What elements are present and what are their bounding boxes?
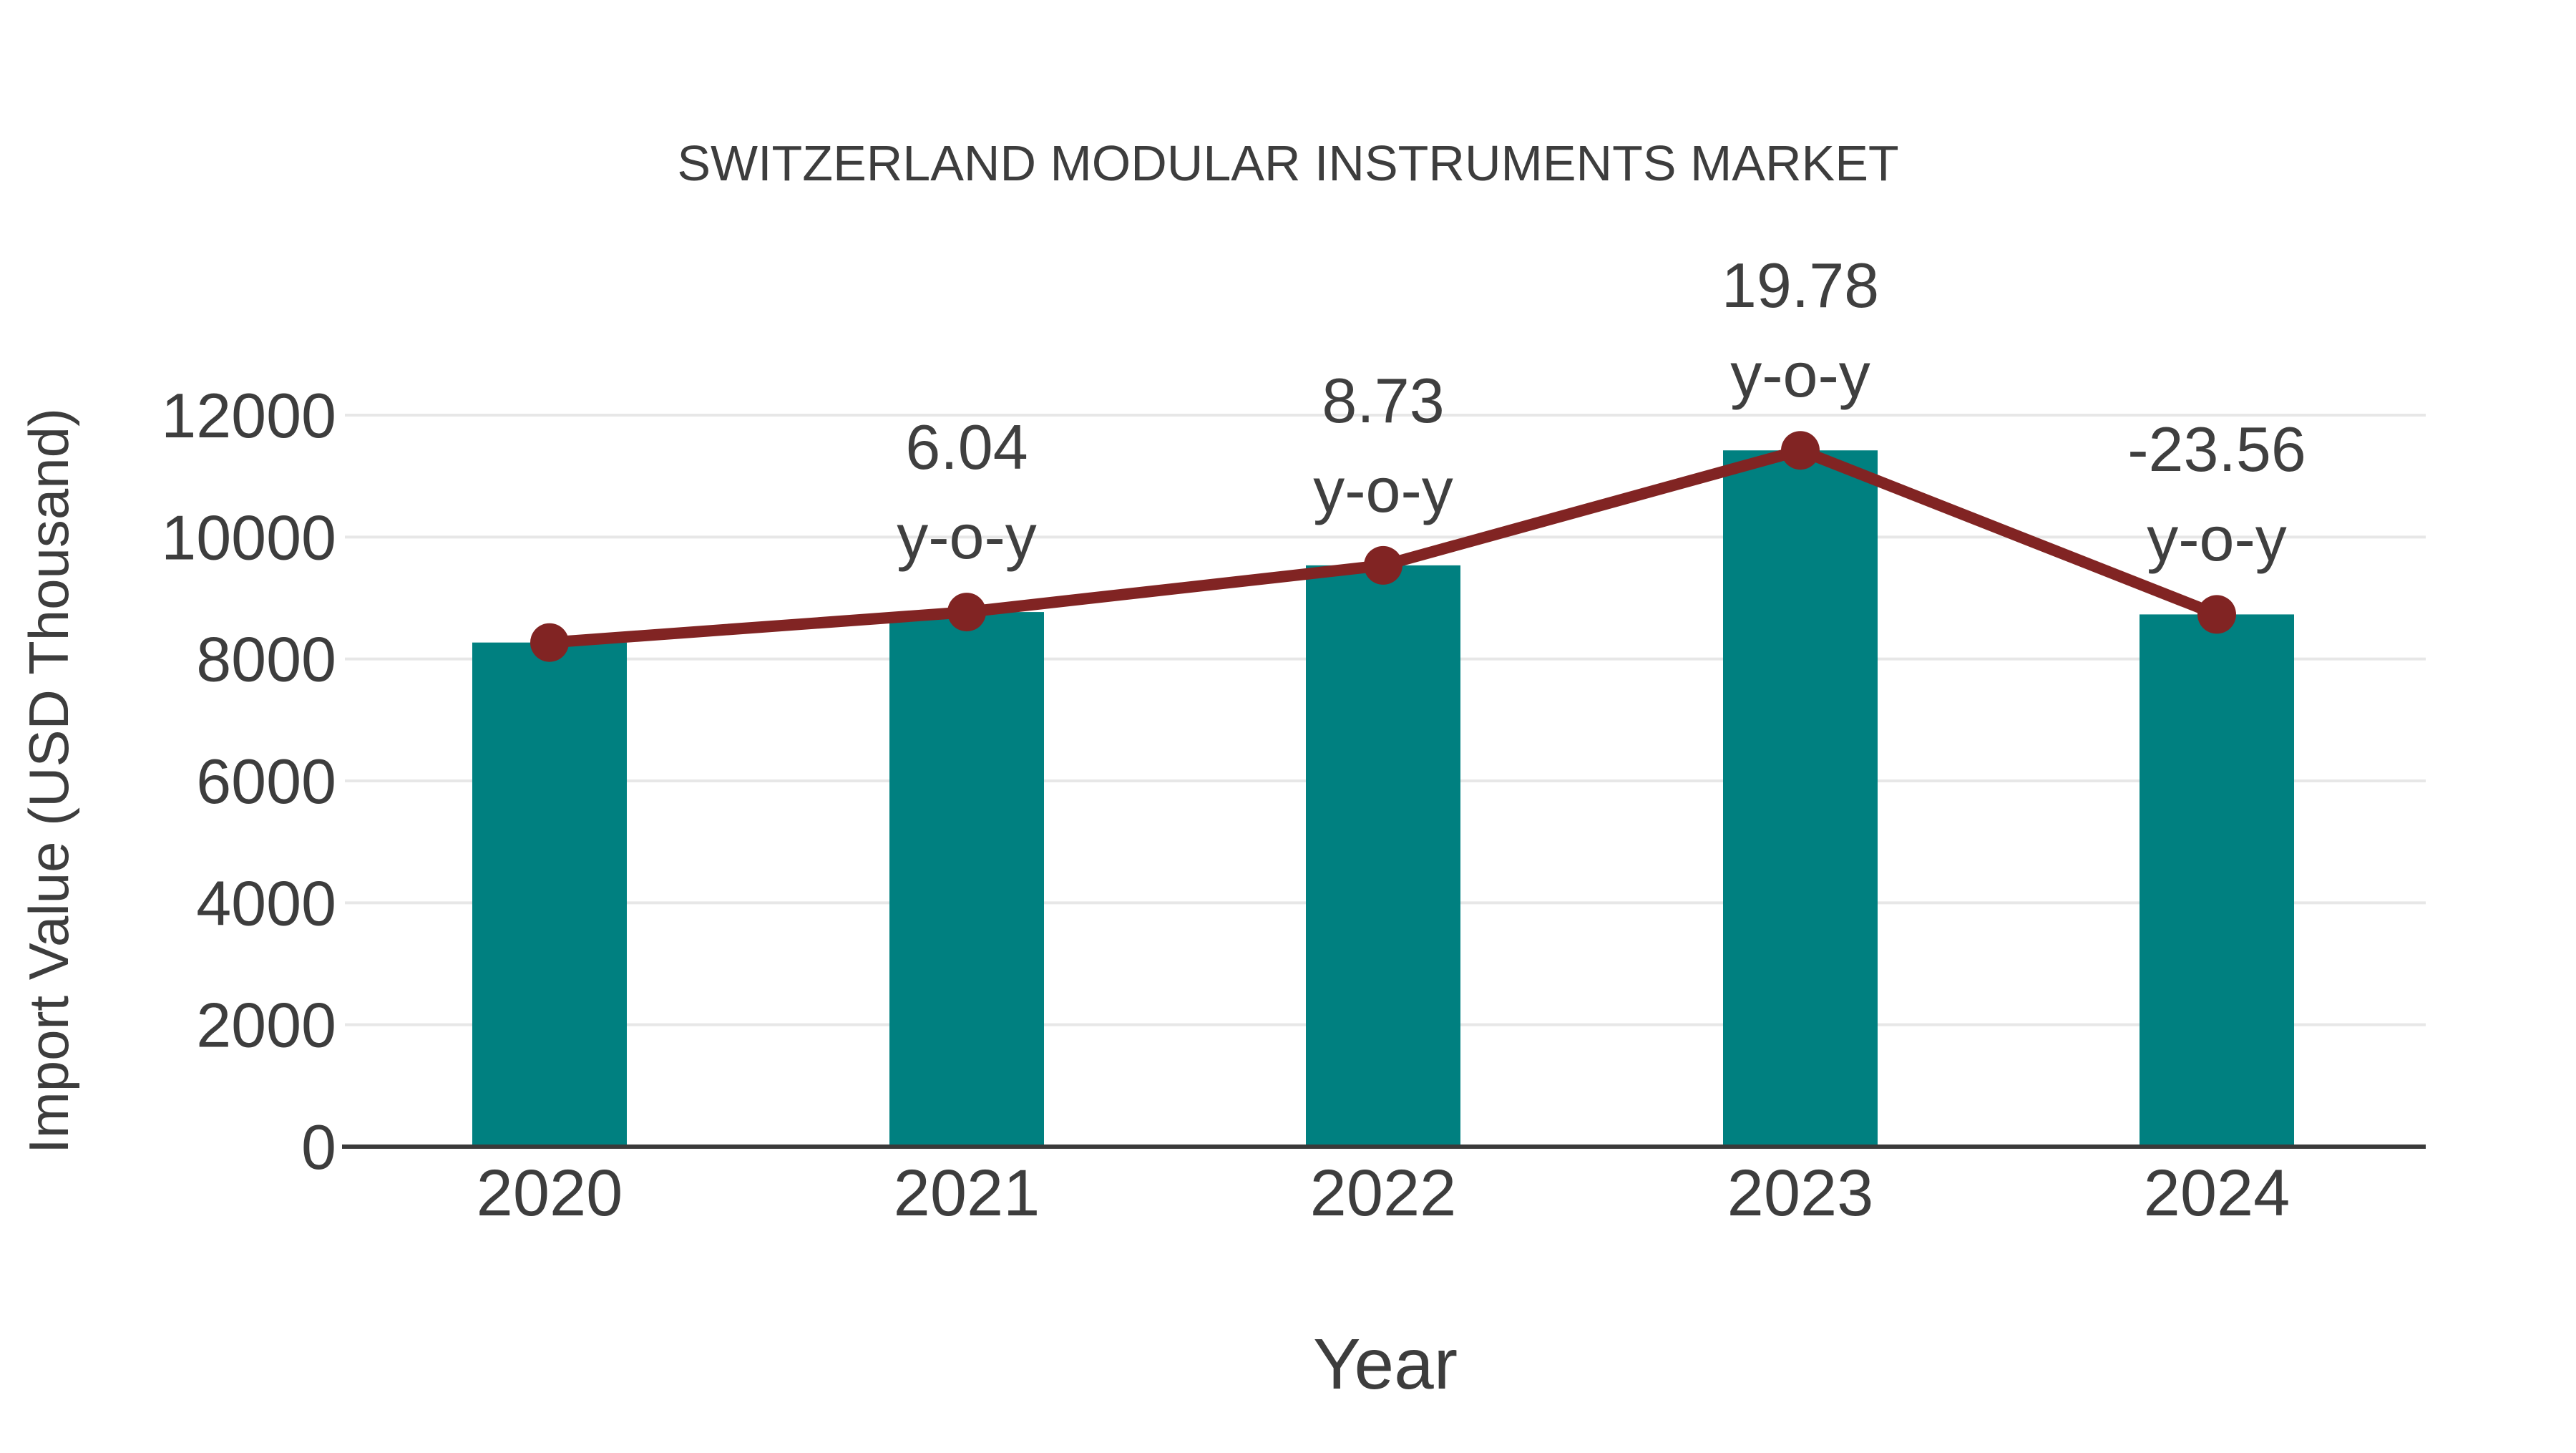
annotation-yoy-label-2024: y-o-y <box>2147 503 2287 574</box>
annotation-value-2021: 6.04 <box>905 412 1028 482</box>
annotation-value-2023: 19.78 <box>1722 250 1879 321</box>
annotation-yoy-label-2023: y-o-y <box>1730 339 1870 410</box>
annotation-yoy-label-2021: y-o-y <box>897 501 1037 572</box>
yoy-marker-2024 <box>2197 595 2236 634</box>
yoy-markers-group <box>530 431 2236 662</box>
x-tick-label-2022: 2022 <box>1310 1157 1457 1230</box>
x-tick-label-2023: 2023 <box>1727 1157 1874 1230</box>
yoy-marker-2021 <box>947 593 986 632</box>
yoy-marker-2023 <box>1781 431 1820 470</box>
y-tick-label-4000: 4000 <box>196 868 336 938</box>
y-tick-label-10000: 10000 <box>161 502 336 573</box>
y-tick-label-8000: 8000 <box>196 624 336 695</box>
annotations-group: 6.04 y-o-y 8.73 y-o-y 19.78 y-o-y -23.56 y-o-y <box>897 250 2306 574</box>
bar-2023 <box>1723 450 1878 1148</box>
annotation-value-2024: -23.56 <box>2127 414 2306 485</box>
bar-2021 <box>889 612 1044 1148</box>
bar-2022 <box>1306 565 1460 1148</box>
bar-2020 <box>472 642 627 1148</box>
y-axis-label: Import Value (USD Thousand) <box>17 408 80 1154</box>
yoy-marker-2020 <box>530 623 569 662</box>
bars-group <box>472 450 2294 1148</box>
annotation-value-2022: 8.73 <box>1322 365 1444 436</box>
x-tick-label-2024: 2024 <box>2144 1157 2290 1230</box>
x-axis-label: Year <box>1313 1324 1458 1404</box>
y-tick-label-2000: 2000 <box>196 990 336 1061</box>
x-tick-label-2020: 2020 <box>477 1157 623 1230</box>
x-tick-label-2021: 2021 <box>894 1157 1040 1230</box>
annotation-yoy-label-2022: y-o-y <box>1313 455 1453 525</box>
chart-title: SWITZERLAND MODULAR INSTRUMENTS MARKET <box>677 135 1898 191</box>
x-tick-labels-group: 2020 2021 2022 2023 2024 <box>477 1157 2290 1230</box>
bar-2024 <box>2140 614 2294 1148</box>
y-tick-label-0: 0 <box>301 1112 336 1182</box>
y-tick-labels-group: 0 2000 4000 6000 8000 10000 12000 <box>161 380 336 1182</box>
yoy-marker-2022 <box>1364 545 1402 585</box>
y-tick-label-12000: 12000 <box>161 380 336 451</box>
y-tick-label-6000: 6000 <box>196 746 336 817</box>
